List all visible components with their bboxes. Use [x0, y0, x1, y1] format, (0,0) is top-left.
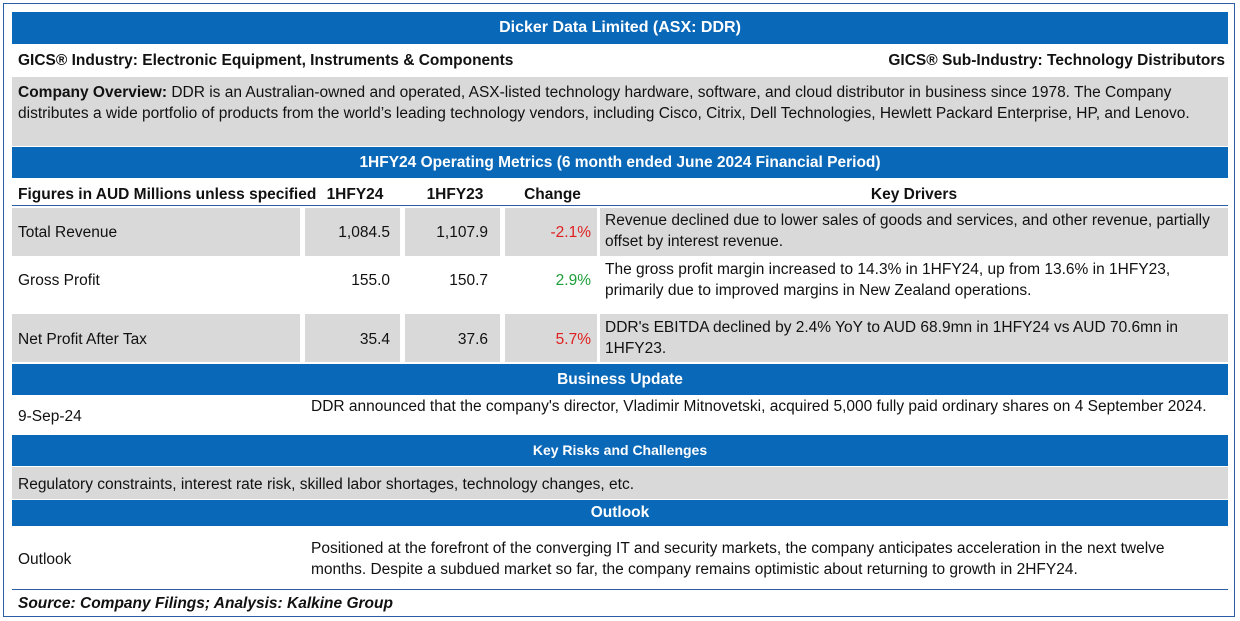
footer-divider	[12, 589, 1228, 590]
row-change: 2.9%	[555, 272, 591, 289]
row-change: -2.1%	[550, 224, 592, 241]
business-update-text: DDR announced that the company's directo…	[311, 398, 1207, 415]
row1-bg-driver	[600, 208, 1228, 256]
risks-header: Key Risks and Challenges	[12, 435, 1228, 466]
row3-bg-change	[505, 314, 597, 362]
business-update-date: 9-Sep-24	[18, 408, 82, 425]
row-previous: 150.7	[449, 272, 488, 289]
col-key-drivers: Key Drivers	[870, 186, 958, 203]
row-change: 5.7%	[555, 331, 591, 348]
company-overview: Company Overview: DDR is an Australian-o…	[18, 82, 1223, 124]
header-divider	[12, 205, 1228, 206]
row1-bg-current	[305, 208, 400, 256]
row-current: 1,084.5	[338, 224, 390, 241]
report-title: Dicker Data Limited (ASX: DDR)	[12, 12, 1228, 44]
row-driver: DDR's EBITDA declined by 2.4% YoY to AUD…	[605, 319, 1179, 357]
row-driver: Revenue declined due to lower sales of g…	[605, 212, 1210, 250]
row1-bg-previous	[405, 208, 500, 256]
col-figures: Figures in AUD Millions unless specified	[18, 186, 317, 203]
row3-bg-current	[305, 314, 400, 362]
row-current: 35.4	[359, 331, 390, 348]
row3-bg-previous	[405, 314, 500, 362]
row3-bg-label	[12, 314, 300, 362]
row-label: Total Revenue	[18, 224, 118, 241]
business-update-header: Business Update	[12, 364, 1228, 395]
row-previous: 1,107.9	[436, 224, 488, 241]
row1-bg-change	[505, 208, 597, 256]
row-driver: The gross profit margin increased to 14.…	[605, 261, 1171, 299]
risks-background	[12, 467, 1228, 499]
row-label: Net Profit After Tax	[18, 331, 147, 348]
col-change: Change	[524, 186, 581, 203]
row1-bg-label	[12, 208, 300, 256]
outlook-text: Positioned at the forefront of the conve…	[311, 540, 1165, 578]
metrics-header: 1HFY24 Operating Metrics (6 month ended …	[12, 147, 1228, 178]
overview-text: DDR is an Australian-owned and operated,…	[18, 84, 1190, 122]
overview-label: Company Overview:	[18, 84, 168, 101]
outlook-header: Outlook	[12, 500, 1228, 526]
row-previous: 37.6	[457, 331, 488, 348]
gics-sub-industry: GICS® Sub-Industry: Technology Distribut…	[888, 52, 1225, 69]
outlook-label: Outlook	[18, 551, 72, 568]
row3-bg-driver	[600, 314, 1228, 362]
row-current: 155.0	[351, 272, 390, 289]
gics-industry: GICS® Industry: Electronic Equipment, In…	[18, 52, 514, 69]
risks-text: Regulatory constraints, interest rate ri…	[18, 476, 635, 493]
overview-background	[12, 77, 1228, 146]
source-note: Source: Company Filings; Analysis: Kalki…	[18, 595, 393, 612]
row-label: Gross Profit	[18, 272, 100, 289]
col-previous: 1HFY23	[426, 186, 484, 203]
col-current: 1HFY24	[326, 186, 384, 203]
